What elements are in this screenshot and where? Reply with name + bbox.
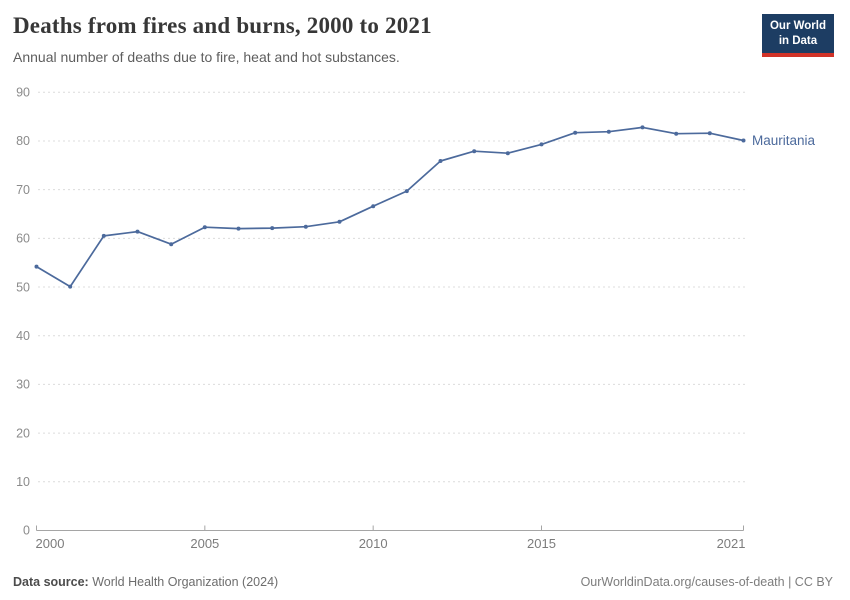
data-point-marker[interactable] <box>438 159 443 163</box>
owid-logo-line2: in Data <box>778 34 818 47</box>
data-point-marker[interactable] <box>539 142 544 147</box>
owid-logo-line1: Our World <box>769 20 826 32</box>
y-axis-tick-label: 50 <box>16 280 30 294</box>
data-point-marker[interactable] <box>640 125 645 130</box>
data-point-marker[interactable] <box>270 226 275 231</box>
attribution-link[interactable]: OurWorldinData.org/causes-of-death | CC … <box>580 575 833 589</box>
data-point-marker[interactable] <box>202 225 207 230</box>
data-point-marker[interactable] <box>34 264 39 269</box>
data-point-marker[interactable] <box>303 224 308 229</box>
data-point-marker[interactable] <box>606 129 611 134</box>
chart-footer: Data source: World Health Organization (… <box>0 575 850 589</box>
data-point-marker[interactable] <box>674 131 679 136</box>
data-source: Data source: World Health Organization (… <box>13 575 278 589</box>
data-point-marker[interactable] <box>404 189 409 194</box>
owid-logo[interactable]: Our World in Data <box>761 14 834 57</box>
data-point-marker[interactable] <box>472 149 477 154</box>
y-axis-tick-label: 90 <box>16 86 30 100</box>
data-point-marker[interactable] <box>707 131 712 136</box>
data-point-marker[interactable] <box>573 130 578 135</box>
y-axis-tick-label: 40 <box>16 329 30 343</box>
y-axis-tick-label: 10 <box>16 475 30 489</box>
series-line[interactable] <box>35 126 745 288</box>
x-axis-tick-label: 2005 <box>190 536 219 551</box>
x-axis-tick-label: 2021 <box>717 536 746 551</box>
chart-subtitle: Annual number of deaths due to fire, hea… <box>13 49 400 65</box>
data-point-marker[interactable] <box>371 204 376 209</box>
data-point-marker[interactable] <box>741 138 746 143</box>
data-point-marker[interactable] <box>236 226 241 231</box>
data-point-marker[interactable] <box>101 233 106 238</box>
x-axis-tick-label: 2000 <box>36 536 65 551</box>
y-axis-tick-label: 60 <box>16 232 30 246</box>
data-point-marker[interactable] <box>68 284 73 289</box>
page-title: Deaths from fires and burns, 2000 to 202… <box>13 13 432 38</box>
line-chart[interactable]: 0 10 20 30 40 50 60 70 80 90 2000 2005 2010 2015 2021 M… <box>0 80 850 565</box>
y-axis-tick-label: 80 <box>16 134 30 148</box>
series-end-label[interactable]: Mauritania <box>752 133 816 148</box>
data-point-marker[interactable] <box>169 242 174 247</box>
y-axis-tick-label: 70 <box>16 183 30 197</box>
data-point-marker[interactable] <box>337 219 342 224</box>
y-axis-tick-label: 30 <box>16 378 30 392</box>
x-axis-tick-label: 2015 <box>527 536 556 551</box>
data-point-marker[interactable] <box>135 229 140 234</box>
data-source-label: Data source: <box>13 575 89 589</box>
y-axis-tick-label: 20 <box>16 426 30 440</box>
x-axis-tick-label: 2010 <box>359 536 388 551</box>
y-axis-tick-label: 0 <box>23 524 30 538</box>
data-point-marker[interactable] <box>505 151 510 156</box>
data-source-text: World Health Organization (2024) <box>92 575 279 589</box>
